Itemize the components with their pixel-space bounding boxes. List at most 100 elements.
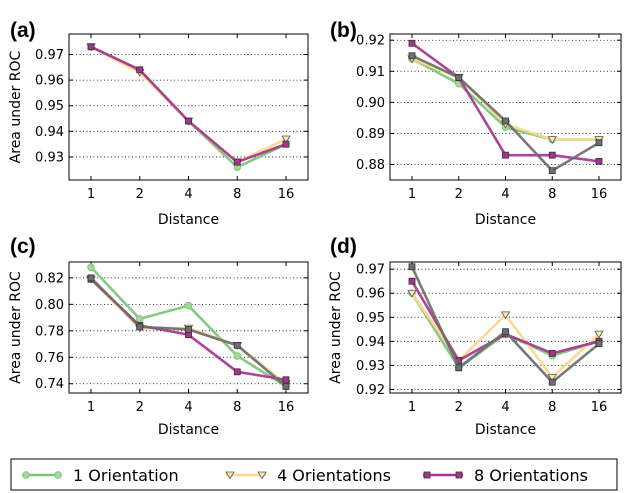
chart-panel-d: (d) 0.92 0.93 0.94 0.95 0.96 0.97 1 2 4 8 16 Distanc… bbox=[328, 235, 622, 438]
legend: 1 Orientation 4 Orientations 8 Orientation… bbox=[10, 458, 618, 491]
data-point bbox=[502, 151, 509, 159]
x-tick-label: 16 bbox=[278, 400, 295, 415]
x-axis-label: Distance bbox=[158, 212, 219, 228]
data-point bbox=[233, 368, 241, 376]
y-tick-label: 0.95 bbox=[356, 311, 385, 326]
x-tick-label: 4 bbox=[501, 400, 509, 415]
data-point bbox=[281, 135, 291, 144]
legend-item: 1 Orientation bbox=[22, 466, 179, 485]
y-tick-label: 0.90 bbox=[356, 96, 385, 111]
x-tick-label: 1 bbox=[87, 400, 95, 415]
y-tick-label: 0.91 bbox=[356, 65, 385, 80]
x-tick-label: 4 bbox=[184, 400, 192, 415]
y-axis-label: Area under ROC bbox=[8, 50, 24, 163]
x-tick-label: 4 bbox=[501, 187, 509, 202]
data-point bbox=[455, 74, 463, 81]
y-tick-label: 0.82 bbox=[35, 271, 64, 286]
x-axis-label: Distance bbox=[475, 422, 536, 438]
data-point bbox=[136, 323, 144, 331]
y-tick-label: 0.74 bbox=[35, 377, 64, 392]
data-point bbox=[594, 330, 604, 339]
x-tick-label: 8 bbox=[548, 187, 556, 202]
legend-marker bbox=[225, 471, 235, 480]
x-tick-label: 4 bbox=[184, 187, 192, 202]
y-tick-label: 0.96 bbox=[35, 74, 64, 89]
x-tick-label: 1 bbox=[87, 187, 95, 202]
data-point bbox=[502, 328, 509, 336]
axes-frame bbox=[389, 261, 622, 394]
legend-item: 4 Orientations bbox=[225, 466, 391, 485]
data-point bbox=[547, 136, 557, 144]
y-tick-label: 0.78 bbox=[35, 324, 64, 339]
axes-frame bbox=[389, 33, 622, 181]
data-point bbox=[87, 263, 95, 272]
data-point bbox=[135, 315, 144, 323]
legend-marker bbox=[455, 471, 463, 479]
x-tick-label: 8 bbox=[548, 400, 556, 415]
legend-box bbox=[10, 458, 618, 491]
series-line bbox=[410, 266, 600, 384]
data-point bbox=[184, 301, 193, 310]
x-tick-label: 2 bbox=[455, 187, 463, 202]
data-point bbox=[282, 140, 290, 148]
x-tick-label: 1 bbox=[408, 400, 416, 415]
legend-item: 8 Orientations bbox=[423, 466, 588, 485]
y-tick-label: 0.92 bbox=[356, 383, 385, 398]
data-point bbox=[408, 263, 416, 271]
data-point bbox=[500, 311, 511, 320]
data-point bbox=[595, 157, 603, 165]
y-axis-label: Area under ROC bbox=[328, 271, 344, 384]
legend-label: 8 Orientations bbox=[474, 466, 588, 485]
legend-label: 4 Orientations bbox=[277, 466, 391, 485]
data-point bbox=[407, 289, 417, 298]
data-point bbox=[185, 117, 192, 125]
x-tick-label: 16 bbox=[591, 400, 608, 415]
y-tick-label: 0.88 bbox=[356, 158, 385, 173]
y-tick-label: 0.94 bbox=[35, 125, 64, 140]
data-point bbox=[502, 117, 509, 125]
data-point bbox=[136, 66, 144, 74]
panel-letter: (a) bbox=[10, 19, 36, 42]
data-point bbox=[87, 274, 95, 282]
y-tick-label: 0.94 bbox=[356, 335, 385, 350]
data-point bbox=[548, 378, 556, 386]
data-point bbox=[548, 167, 556, 175]
panel-letter: (c) bbox=[10, 235, 36, 258]
series-line bbox=[90, 45, 287, 169]
x-tick-label: 16 bbox=[591, 187, 608, 202]
data-point bbox=[595, 139, 603, 147]
y-tick-label: 0.92 bbox=[356, 34, 385, 49]
chart-panel-c: (c) 0.74 0.76 0.78 0.80 0.82 1 2 4 8 16 Distance Are… bbox=[8, 235, 309, 438]
data-point bbox=[548, 349, 556, 357]
panel-letter: (d) bbox=[330, 235, 357, 258]
y-tick-label: 0.93 bbox=[35, 150, 64, 165]
x-tick-label: 16 bbox=[278, 187, 295, 202]
y-tick-label: 0.96 bbox=[356, 287, 385, 302]
axes-frame bbox=[68, 33, 309, 181]
x-tick-label: 2 bbox=[455, 400, 463, 415]
y-tick-label: 0.89 bbox=[356, 127, 385, 142]
series-line bbox=[90, 45, 287, 164]
chart-panel-b: (b) 0.88 0.89 0.90 0.91 0.92 1 2 4 8 16 Distance bbox=[330, 19, 622, 228]
data-point bbox=[185, 326, 192, 333]
x-tick-label: 8 bbox=[233, 400, 241, 415]
data-point bbox=[548, 151, 556, 159]
y-axis-label: Area under ROC bbox=[8, 271, 24, 384]
y-tick-label: 0.76 bbox=[35, 351, 64, 366]
data-point bbox=[408, 52, 416, 60]
x-tick-label: 1 bbox=[408, 187, 416, 202]
axes-frame bbox=[68, 261, 309, 394]
y-tick-label: 0.97 bbox=[356, 263, 385, 278]
data-point bbox=[455, 364, 463, 372]
data-point bbox=[233, 341, 241, 349]
data-point bbox=[408, 39, 416, 47]
x-axis-label: Distance bbox=[475, 212, 536, 228]
chart-panel-a: (a) 0.93 0.94 0.95 0.96 0.97 1 2 4 8 16 Distance Are… bbox=[8, 19, 309, 228]
panel-letter: (b) bbox=[330, 19, 357, 42]
data-point bbox=[408, 277, 416, 285]
data-point bbox=[87, 43, 95, 51]
data-point bbox=[282, 382, 290, 390]
legend-marker bbox=[257, 471, 267, 480]
x-axis-label: Distance bbox=[158, 422, 219, 438]
data-point bbox=[233, 352, 241, 360]
